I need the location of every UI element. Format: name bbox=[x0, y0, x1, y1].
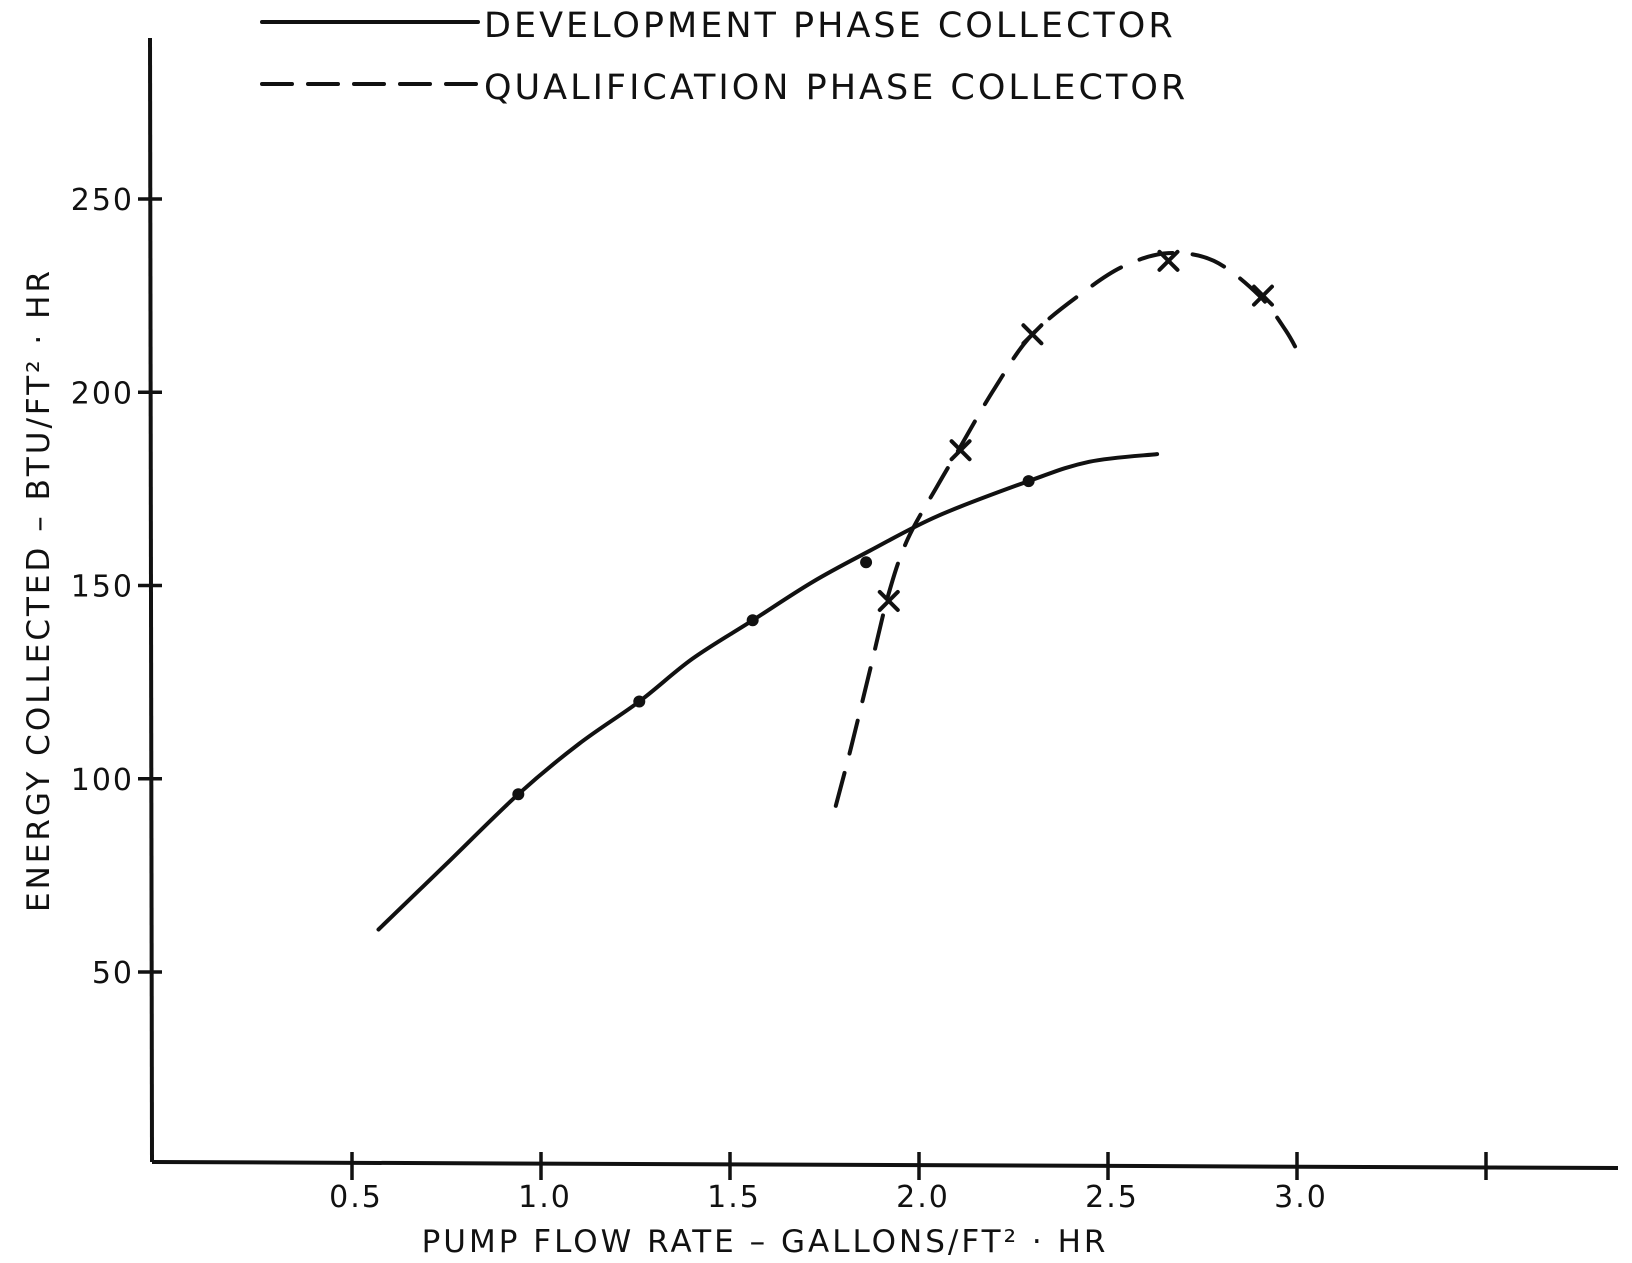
x-tick-label: 0.5 bbox=[329, 1180, 383, 1215]
x-tick-label: 1.0 bbox=[518, 1180, 572, 1215]
series-layer bbox=[376, 249, 1303, 932]
series-0-group bbox=[376, 452, 1160, 932]
y-tick-label: 100 bbox=[71, 763, 134, 798]
qualification-data-point bbox=[877, 589, 900, 612]
legend-label-1: QUALIFICATION PHASE COLLECTOR bbox=[484, 68, 1188, 108]
x-axis-line bbox=[151, 1160, 1619, 1170]
y-tick-label: 200 bbox=[71, 376, 134, 411]
x-tick-label: 2.0 bbox=[896, 1180, 950, 1215]
development-data-point bbox=[633, 695, 646, 708]
x-tick-label: 2.5 bbox=[1085, 1180, 1139, 1215]
y-ticks: 50 100 150 200 250 bbox=[71, 183, 162, 991]
y-tick-label: 150 bbox=[71, 570, 134, 605]
qualification-data-point bbox=[1021, 323, 1044, 346]
development-data-point bbox=[512, 788, 525, 801]
series-1-group bbox=[833, 249, 1303, 808]
development-data-point bbox=[1022, 475, 1035, 488]
legend-label-0: DEVELOPMENT PHASE COLLECTOR bbox=[484, 6, 1176, 46]
y-tick-label: 50 bbox=[92, 956, 134, 991]
axes bbox=[148, 37, 1619, 1170]
y-tick-label: 250 bbox=[71, 183, 134, 218]
development-data-point bbox=[860, 556, 873, 569]
x-tick-label: 3.0 bbox=[1274, 1180, 1328, 1215]
x-ticks: 0.5 1.0 1.5 2.0 2.5 3.0 bbox=[329, 1152, 1488, 1215]
x-axis-title: PUMP FLOW RATE – GALLONS/FT² · HR bbox=[422, 1224, 1109, 1260]
qualification-data-point bbox=[1157, 249, 1180, 272]
development-data-point bbox=[746, 614, 759, 627]
development-phase-line bbox=[376, 452, 1160, 932]
y-axis-title: ENERGY COLLECTED – BTU/FT² · HR bbox=[21, 268, 57, 912]
qualification-phase-line bbox=[833, 250, 1303, 808]
legend: DEVELOPMENT PHASE COLLECTOR QUALIFICATION… bbox=[260, 6, 1188, 108]
y-axis-line bbox=[148, 37, 154, 1163]
qualification-data-point bbox=[949, 439, 972, 462]
x-tick-label: 1.5 bbox=[707, 1180, 761, 1215]
qualification-data-point bbox=[1251, 284, 1274, 307]
